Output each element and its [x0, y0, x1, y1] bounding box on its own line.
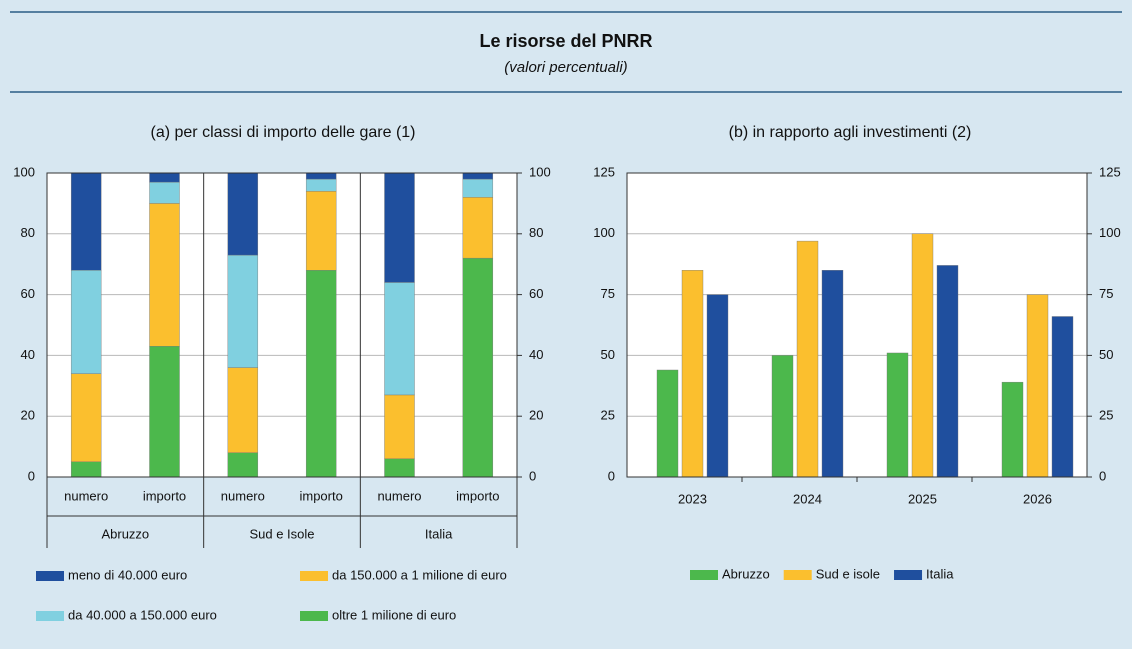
y-tick-label: 100	[13, 164, 35, 179]
y2-tick-label: 20	[529, 408, 543, 423]
y2-tick-label: 75	[1099, 286, 1113, 301]
y2-tick-label: 50	[1099, 347, 1113, 362]
group-label: Abruzzo	[101, 526, 149, 541]
title: Le risorse del PNRR	[479, 31, 652, 51]
y-tick-label: 20	[21, 408, 35, 423]
y2-tick-label: 100	[529, 164, 551, 179]
y-tick-label: 50	[601, 347, 615, 362]
legend-swatch	[36, 611, 64, 621]
bar-segment	[227, 254, 259, 368]
y-tick-label: 125	[593, 164, 615, 179]
group-label: Sud e Isole	[249, 526, 314, 541]
bar	[886, 352, 909, 478]
panel-title: (b) in rapporto agli investimenti (2)	[729, 124, 972, 141]
bar-segment	[305, 172, 337, 180]
bar-segment	[462, 172, 494, 180]
bar-segment	[384, 394, 415, 459]
bar	[1051, 316, 1074, 478]
legend-label: Abruzzo	[722, 566, 770, 581]
bar	[706, 294, 729, 478]
legend-label: Sud e isole	[816, 566, 880, 581]
y-tick-label: 80	[21, 225, 35, 240]
x-tick-label: 2023	[678, 491, 707, 506]
bar-segment	[305, 178, 337, 192]
y-tick-label: 0	[28, 468, 35, 483]
bar-segment	[384, 458, 415, 478]
x-tick-label: 2025	[908, 491, 937, 506]
bar	[656, 369, 679, 478]
y2-tick-label: 100	[1099, 225, 1121, 240]
bar-segment	[384, 172, 415, 283]
subtitle: (valori percentuali)	[504, 59, 627, 76]
bar-segment	[305, 191, 337, 271]
legend-swatch	[783, 570, 812, 580]
y2-tick-label: 80	[529, 225, 543, 240]
bar	[681, 270, 704, 478]
bar	[1001, 381, 1024, 478]
group-label: Italia	[425, 526, 453, 541]
x-tick-label: numero	[377, 488, 421, 503]
x-tick-label: importo	[456, 488, 499, 503]
legend-swatch	[300, 571, 328, 581]
bar-segment	[149, 203, 180, 347]
bar-segment	[70, 172, 102, 271]
legend-label: oltre 1 milione di euro	[332, 607, 456, 622]
bar	[936, 265, 959, 478]
bar	[796, 240, 819, 478]
x-tick-label: importo	[143, 488, 186, 503]
x-tick-label: 2026	[1023, 491, 1052, 506]
bar-segment	[227, 172, 259, 256]
x-tick-label: numero	[64, 488, 108, 503]
plot-frame	[46, 172, 518, 478]
legend-label: Italia	[926, 566, 954, 581]
y2-tick-label: 40	[529, 347, 543, 362]
bar-segment	[462, 197, 494, 259]
plot-area	[47, 173, 517, 477]
y2-tick-label: 25	[1099, 408, 1113, 423]
bar-segment	[70, 373, 102, 463]
bar-segment	[70, 461, 102, 478]
bar	[1026, 294, 1049, 478]
x-tick-label: 2024	[793, 491, 822, 506]
y-tick-label: 100	[593, 225, 615, 240]
panel-title: (a) per classi di importo delle gare (1)	[151, 124, 416, 141]
bar-segment	[384, 282, 415, 396]
bar	[821, 270, 844, 478]
legend-swatch	[300, 611, 328, 621]
y-tick-label: 40	[21, 347, 35, 362]
y-tick-label: 60	[21, 286, 35, 301]
legend-swatch	[690, 570, 718, 580]
y-tick-label: 25	[601, 408, 615, 423]
bar-segment	[149, 172, 180, 183]
x-tick-label: importo	[299, 488, 342, 503]
y2-tick-label: 0	[529, 468, 536, 483]
bar-segment	[149, 346, 180, 478]
legend-label: da 150.000 a 1 milione di euro	[332, 567, 507, 582]
y-tick-label: 75	[601, 286, 615, 301]
y2-tick-label: 125	[1099, 164, 1121, 179]
bar	[771, 355, 794, 478]
legend-label: da 40.000 a 150.000 euro	[68, 607, 217, 622]
legend-swatch	[36, 571, 64, 581]
plot-frame	[626, 172, 1088, 478]
y2-tick-label: 0	[1099, 468, 1106, 483]
bar-segment	[227, 452, 259, 478]
y2-tick-label: 60	[529, 286, 543, 301]
bar-segment	[305, 270, 337, 478]
bar-segment	[70, 270, 102, 374]
legend-label: meno di 40.000 euro	[68, 567, 187, 582]
x-tick-label: numero	[221, 488, 265, 503]
y-tick-label: 0	[608, 468, 615, 483]
bar-segment	[149, 181, 180, 204]
bar	[911, 233, 934, 478]
bar-segment	[227, 367, 259, 453]
bar-segment	[462, 257, 494, 478]
bar-segment	[462, 178, 494, 198]
legend-swatch	[894, 570, 923, 580]
